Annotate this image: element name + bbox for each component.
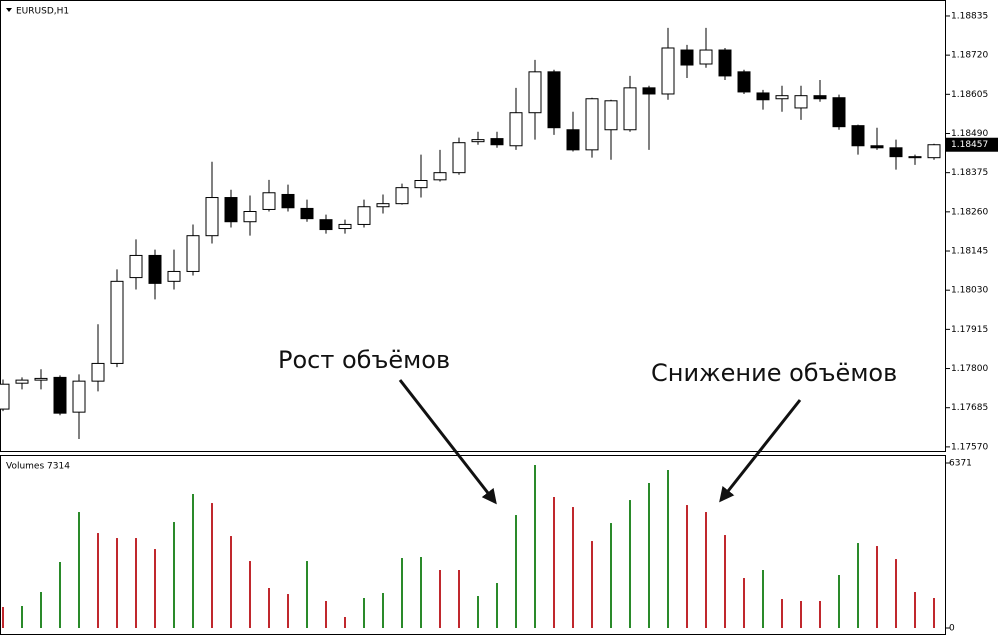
candle-body bbox=[680, 49, 694, 66]
menu-triangle bbox=[6, 8, 12, 12]
candle-body bbox=[756, 92, 770, 101]
chart-title: EURUSD,H1 bbox=[16, 7, 69, 17]
candle-body bbox=[927, 144, 941, 159]
candle-body bbox=[357, 206, 371, 225]
y-tick-label: 1.18720 bbox=[951, 51, 988, 61]
candle-body bbox=[414, 180, 428, 189]
candle-body bbox=[794, 95, 808, 109]
annotation: Снижение объёмов bbox=[651, 359, 897, 387]
candle-body bbox=[623, 87, 637, 131]
candle-body bbox=[148, 254, 162, 284]
candle-body bbox=[889, 147, 903, 158]
candle-body bbox=[718, 49, 732, 77]
y-tick-label: 1.18375 bbox=[951, 168, 988, 178]
candle-body bbox=[395, 187, 409, 205]
candle-body bbox=[72, 380, 86, 413]
candle-body bbox=[528, 71, 542, 114]
candle-body bbox=[566, 129, 580, 151]
price-panel bbox=[0, 0, 946, 452]
y-tick-label: 1.18490 bbox=[951, 129, 988, 139]
candle-body bbox=[699, 49, 713, 65]
candle-body bbox=[110, 280, 124, 364]
y-tick-label: 0 bbox=[949, 624, 955, 634]
y-tick-label: 1.18605 bbox=[951, 90, 988, 100]
y-tick-label: 1.17800 bbox=[951, 364, 988, 374]
arrow bbox=[719, 399, 802, 503]
candle-body bbox=[319, 219, 333, 231]
candle-body bbox=[775, 95, 789, 100]
current-price: 1.18457 bbox=[951, 140, 988, 150]
arrow bbox=[398, 379, 497, 505]
candle-body bbox=[737, 71, 751, 93]
y-tick-label: 6371 bbox=[949, 459, 972, 469]
candle-body bbox=[376, 203, 390, 208]
candle-body bbox=[53, 376, 67, 414]
candle-body bbox=[34, 377, 48, 381]
candle-body bbox=[243, 211, 257, 223]
candle-body bbox=[471, 139, 485, 143]
candle-body bbox=[15, 379, 29, 384]
y-tick-label: 1.17915 bbox=[951, 325, 988, 335]
candle-body bbox=[167, 270, 181, 282]
candle-body bbox=[205, 197, 219, 237]
candle-body bbox=[338, 223, 352, 230]
candle-body bbox=[642, 87, 656, 95]
y-tick-label: 1.18260 bbox=[951, 207, 988, 217]
candle-body bbox=[832, 97, 846, 128]
candle-body bbox=[908, 156, 922, 159]
candle-body bbox=[490, 138, 504, 146]
candle-body bbox=[281, 193, 295, 209]
candle-body bbox=[262, 192, 276, 210]
candle-body bbox=[509, 112, 523, 147]
annotation: Рост объёмов bbox=[278, 346, 450, 374]
candle-body bbox=[851, 125, 865, 147]
y-tick-label: 1.18835 bbox=[951, 11, 988, 21]
candle-body bbox=[0, 383, 10, 410]
candle-body bbox=[129, 254, 143, 279]
candle-body bbox=[813, 95, 827, 100]
candle-body bbox=[91, 362, 105, 382]
candle-body bbox=[870, 145, 884, 149]
candle-body bbox=[186, 235, 200, 272]
candle-body bbox=[604, 100, 618, 131]
volume-panel bbox=[0, 455, 946, 635]
annotations: Рост объёмов Снижение объёмов bbox=[278, 346, 897, 505]
candle-body bbox=[452, 142, 466, 174]
candle-body bbox=[661, 47, 675, 95]
candle-body bbox=[585, 98, 599, 151]
y-tick-label: 1.18145 bbox=[951, 247, 988, 257]
volume-title: Volumes 7314 bbox=[6, 462, 70, 472]
current-price-box bbox=[946, 137, 998, 152]
y-tick-label: 1.17685 bbox=[951, 403, 988, 413]
candle-body bbox=[224, 197, 238, 223]
y-tick-label: 1.17570 bbox=[951, 442, 988, 452]
candle-body bbox=[547, 71, 561, 129]
candle-body bbox=[300, 207, 314, 220]
candle-body bbox=[433, 172, 447, 181]
y-tick-label: 1.18030 bbox=[951, 286, 988, 296]
